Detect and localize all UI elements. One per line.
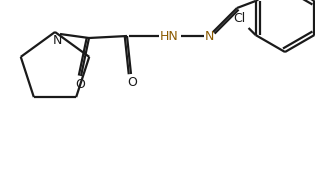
Text: O: O bbox=[127, 77, 137, 90]
Text: HN: HN bbox=[160, 29, 178, 43]
Text: Cl: Cl bbox=[233, 12, 246, 26]
Text: O: O bbox=[75, 78, 85, 91]
Text: N: N bbox=[204, 29, 214, 43]
Text: N: N bbox=[52, 33, 62, 46]
